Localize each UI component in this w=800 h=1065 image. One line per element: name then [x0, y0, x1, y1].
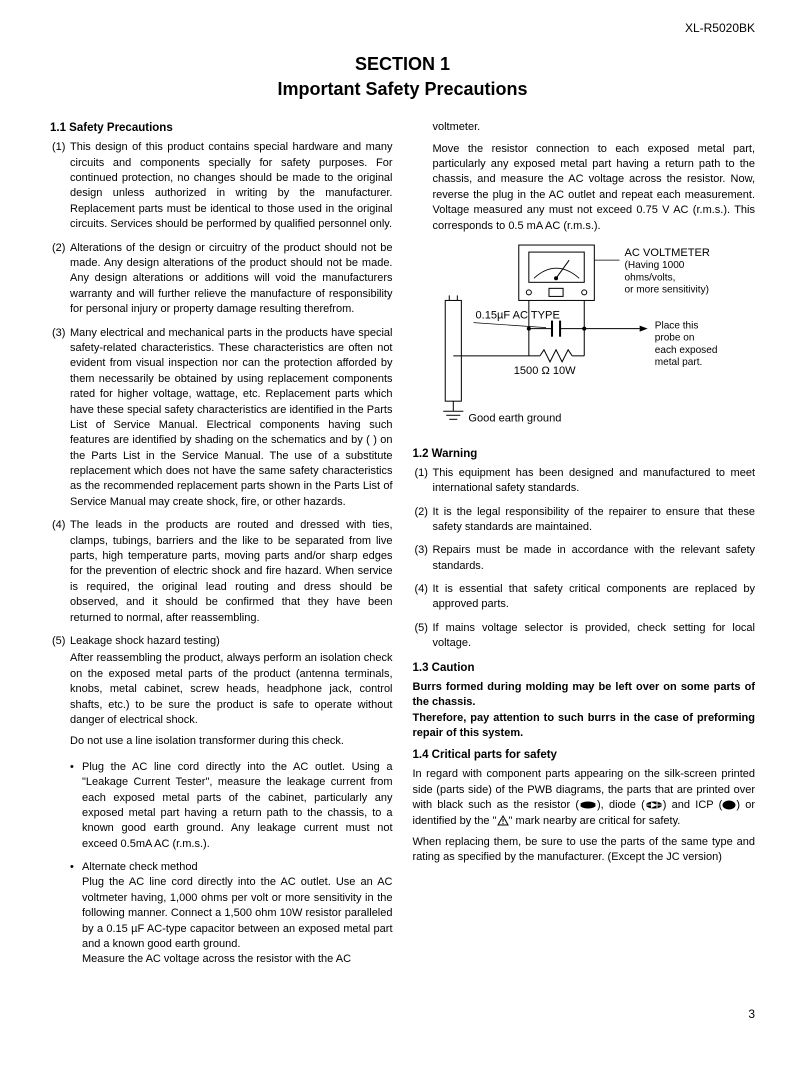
section-heading: SECTION 1 Important Safety Precautions	[50, 52, 755, 102]
voltmeter-continued: voltmeter.	[433, 120, 756, 135]
item-number: (3)	[413, 543, 433, 574]
bullet-text: Plug the AC line cord directly into the …	[82, 760, 393, 852]
voltmeter-label: AC VOLTMETER	[624, 247, 709, 259]
diode-icon	[645, 801, 663, 809]
item-number: (1)	[413, 466, 433, 497]
item-1-2-5: (5) If mains voltage selector is provide…	[413, 621, 756, 652]
item-number: (5)	[50, 634, 70, 649]
item-text: Repairs must be made in accordance with …	[433, 543, 756, 574]
caution-bold-2: Therefore, pay attention to such burrs i…	[413, 711, 756, 742]
item-text: Leakage shock hazard testing)	[70, 634, 393, 649]
page-number: 3	[50, 1006, 755, 1023]
move-resistor-text: Move the resistor connection to each exp…	[433, 142, 756, 234]
warning-icon	[497, 815, 509, 826]
bullet-body: Plug the AC line cord directly into the …	[82, 876, 393, 950]
item-text: Many electrical and mechanical parts in …	[70, 326, 393, 511]
p1e: " mark nearby are critical for safety.	[509, 815, 681, 827]
cap-label: 0.15µF AC TYPE	[475, 309, 559, 321]
resistor-icon	[579, 801, 597, 809]
subhead-1-4: 1.4 Critical parts for safety	[413, 747, 756, 763]
section-title: Important Safety Precautions	[50, 77, 755, 102]
item-1-1-5: (5) Leakage shock hazard testing)	[50, 634, 393, 649]
item-text: The leads in the products are routed and…	[70, 518, 393, 626]
item-text: Alterations of the design or circuitry o…	[70, 241, 393, 318]
item-1-1-5-sub1: After reassembling the product, always p…	[70, 651, 393, 728]
right-column: voltmeter. Move the resistor connection …	[413, 120, 756, 976]
item-1-1-4: (4) The leads in the products are routed…	[50, 518, 393, 626]
model-number: XL-R5020BK	[50, 20, 755, 37]
subhead-1-1: 1.1 Safety Precautions	[50, 120, 393, 136]
bullet-last: Measure the AC voltage across the resist…	[82, 953, 351, 965]
ground-label: Good earth ground	[468, 412, 561, 424]
probe-label-2: probe on	[654, 333, 694, 344]
item-text: It is essential that safety critical com…	[433, 582, 756, 613]
item-number: (2)	[50, 241, 70, 318]
item-1-1-5-sub2: Do not use a line isolation transformer …	[70, 734, 393, 749]
item-1-2-3: (3) Repairs must be made in accordance w…	[413, 543, 756, 574]
warning-list: (1) This equipment has been designed and…	[413, 466, 756, 652]
res-label: 1500 Ω 10W	[513, 365, 575, 377]
bullet-dot: •	[70, 760, 82, 852]
item-text: This design of this product contains spe…	[70, 140, 393, 232]
item-number: (4)	[413, 582, 433, 613]
item-1-1-3: (3) Many electrical and mechanical parts…	[50, 326, 393, 511]
bullet-text: Alternate check method Plug the AC line …	[82, 860, 393, 968]
voltmeter-spec-1: (Having 1000	[624, 260, 684, 271]
critical-parts-p2: When replacing them, be sure to use the …	[413, 835, 756, 866]
item-text: It is the legal responsibility of the re…	[433, 505, 756, 536]
item-text: This equipment has been designed and man…	[433, 466, 756, 497]
bullet-1: • Plug the AC line cord directly into th…	[70, 760, 393, 852]
item-number: (4)	[50, 518, 70, 626]
subhead-1-2: 1.2 Warning	[413, 446, 756, 462]
bullet-head: Alternate check method	[82, 861, 198, 873]
probe-label-3: each exposed	[654, 345, 717, 356]
voltmeter-spec-3: or more sensitivity)	[624, 284, 708, 295]
item-1-2-2: (2) It is the legal responsibility of th…	[413, 505, 756, 536]
icp-icon	[722, 800, 736, 810]
item-number: (2)	[413, 505, 433, 536]
voltmeter-spec-2: ohms/volts,	[624, 272, 675, 283]
item-1-1-1: (1) This design of this product contains…	[50, 140, 393, 232]
p1b: ), diode (	[597, 799, 645, 811]
probe-label-1: Place this	[654, 321, 698, 332]
item-body: Many electrical and mechanical parts in …	[70, 327, 393, 508]
critical-parts-p1: In regard with component parts appearing…	[413, 767, 756, 829]
probe-label-4: metal part.	[654, 357, 702, 368]
caution-bold-1: Burrs formed during molding may be left …	[413, 680, 756, 711]
item-1-2-1: (1) This equipment has been designed and…	[413, 466, 756, 497]
bullet-dot: •	[70, 860, 82, 968]
two-column-layout: 1.1 Safety Precautions (1) This design o…	[50, 120, 755, 976]
diagram-svg: AC VOLTMETER (Having 1000 ohms/volts, or…	[413, 240, 756, 426]
item-1-2-4: (4) It is essential that safety critical…	[413, 582, 756, 613]
item-number: (5)	[413, 621, 433, 652]
section-number: SECTION 1	[50, 52, 755, 77]
bullet-2: • Alternate check method Plug the AC lin…	[70, 860, 393, 968]
item-text: If mains voltage selector is provided, c…	[433, 621, 756, 652]
leakage-test-diagram: AC VOLTMETER (Having 1000 ohms/volts, or…	[413, 240, 756, 432]
left-column: 1.1 Safety Precautions (1) This design o…	[50, 120, 393, 976]
item-number: (1)	[50, 140, 70, 232]
item-1-1-2: (2) Alterations of the design or circuit…	[50, 241, 393, 318]
subhead-1-3: 1.3 Caution	[413, 660, 756, 676]
item-number: (3)	[50, 326, 70, 511]
p1c: ) and ICP (	[663, 799, 723, 811]
